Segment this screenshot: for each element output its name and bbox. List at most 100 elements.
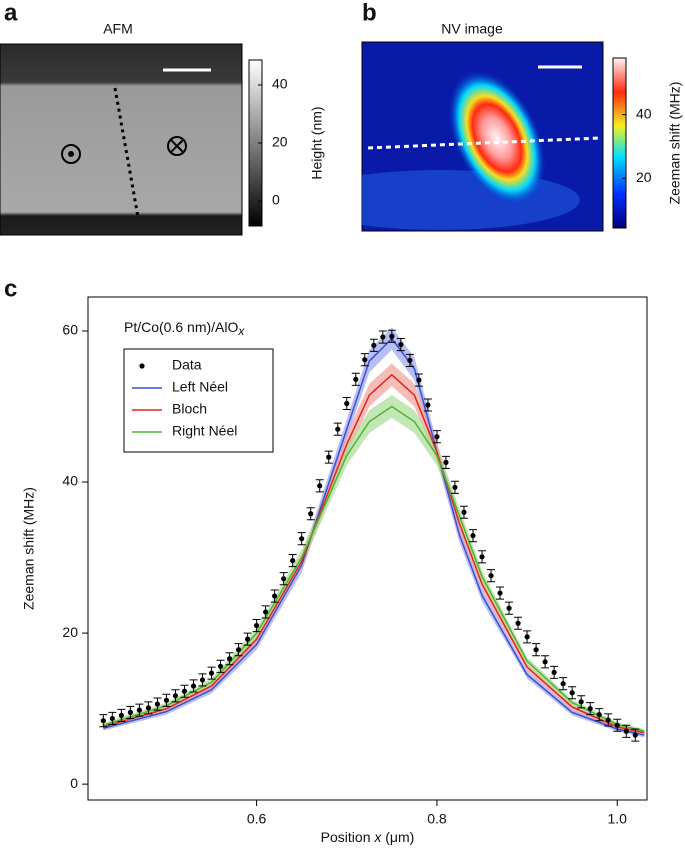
data-point — [217, 663, 224, 669]
x-axis-label-part: Position — [321, 829, 375, 845]
y-tick-label: 40 — [62, 473, 78, 489]
model-line — [103, 373, 645, 734]
data-point — [497, 590, 503, 596]
data-point — [380, 334, 386, 340]
legend-label: Right Néel — [172, 423, 237, 439]
data-point — [398, 341, 404, 348]
colorbar-tick-label: 20 — [636, 169, 652, 185]
data-point — [524, 634, 530, 640]
y-tick-label: 60 — [62, 322, 78, 338]
data-point — [434, 434, 440, 440]
data-point — [199, 677, 206, 683]
annotation-subscript: x — [237, 324, 245, 338]
x-axis-label: Position x (μm) — [321, 829, 415, 845]
data-point — [208, 670, 215, 676]
data-point — [461, 509, 467, 515]
data-point — [190, 683, 197, 689]
nv-image — [361, 41, 604, 232]
data-point — [416, 377, 422, 383]
data-point — [389, 333, 395, 339]
data-point — [515, 620, 521, 626]
legend-marker — [139, 363, 145, 369]
data-point — [235, 647, 242, 653]
data-point — [488, 573, 494, 579]
colorbar-tick-label: 40 — [272, 76, 288, 92]
y-tick-label: 20 — [62, 624, 78, 640]
legend-label: Left Néel — [172, 379, 228, 395]
data-point — [614, 722, 620, 728]
x-axis-label-part: (μm) — [381, 829, 414, 845]
data-point — [632, 732, 638, 738]
colorbar-tick-label: 0 — [272, 192, 280, 208]
data-point — [542, 659, 548, 665]
data-point — [407, 357, 413, 364]
data-point — [344, 400, 350, 407]
data-point — [100, 718, 106, 724]
data-point — [425, 402, 431, 408]
data-point — [163, 697, 170, 703]
data-point — [605, 717, 611, 723]
data-point — [136, 707, 142, 713]
panel-letter: a — [4, 0, 18, 26]
data-point — [353, 376, 359, 382]
panel-letter: b — [362, 0, 377, 26]
data-point — [362, 357, 368, 363]
data-point — [578, 699, 584, 705]
colorbar — [612, 57, 627, 229]
colorbar-tick-label: 40 — [636, 105, 652, 121]
x-tick-label: 0.8 — [427, 811, 447, 827]
y-tick-label: 0 — [70, 775, 78, 791]
y-axis-label: Zeeman shift (MHz) — [21, 487, 37, 610]
data-point — [281, 576, 287, 582]
data-point — [154, 701, 161, 707]
data-point — [452, 484, 458, 490]
data-point — [587, 706, 593, 712]
panel-title: NV image — [441, 21, 503, 37]
legend-box — [123, 348, 274, 453]
data-point — [263, 609, 269, 615]
data-point — [254, 622, 260, 629]
data-point — [181, 688, 188, 694]
data-point — [479, 554, 485, 560]
data-point — [560, 681, 566, 687]
data-point — [172, 693, 179, 699]
data-point — [371, 342, 377, 348]
x-tick-label: 0.6 — [247, 811, 267, 827]
data-point — [443, 459, 449, 466]
colorbar-label: Zeeman shift (MHz) — [667, 82, 683, 205]
legend-label: Bloch — [172, 401, 207, 417]
data-point — [551, 669, 557, 675]
data-point — [244, 636, 251, 642]
data-point — [335, 426, 341, 432]
data-point — [145, 705, 152, 711]
annotation-text: Pt/Co(0.6 nm)/AlO — [124, 319, 238, 335]
afm-image — [0, 43, 243, 236]
data-point — [272, 593, 278, 599]
data-point — [317, 483, 323, 489]
data-point — [470, 533, 476, 539]
data-point — [308, 511, 314, 517]
data-point — [127, 709, 133, 715]
panel-title: AFM — [103, 21, 133, 37]
data-point — [623, 728, 629, 734]
annotation: Pt/Co(0.6 nm)/AlOx — [124, 319, 245, 338]
data-point — [226, 656, 233, 662]
model-line — [103, 337, 645, 736]
panel-letter: c — [4, 275, 17, 302]
data-point — [506, 605, 512, 611]
data-point — [326, 454, 332, 460]
data-point — [290, 557, 296, 564]
plot-frame — [87, 296, 648, 801]
colorbar-tick-label: 20 — [272, 134, 288, 150]
data-point — [118, 712, 124, 719]
data-point — [596, 712, 602, 718]
colorbar-label: Height (nm) — [309, 106, 325, 179]
x-tick-label: 1.0 — [608, 811, 628, 827]
legend-label: Data — [172, 357, 202, 373]
data-point — [109, 715, 115, 722]
model-line — [103, 405, 645, 732]
data-point — [533, 647, 539, 653]
x-axis-label-part: x — [373, 829, 382, 845]
data-point — [299, 536, 305, 542]
